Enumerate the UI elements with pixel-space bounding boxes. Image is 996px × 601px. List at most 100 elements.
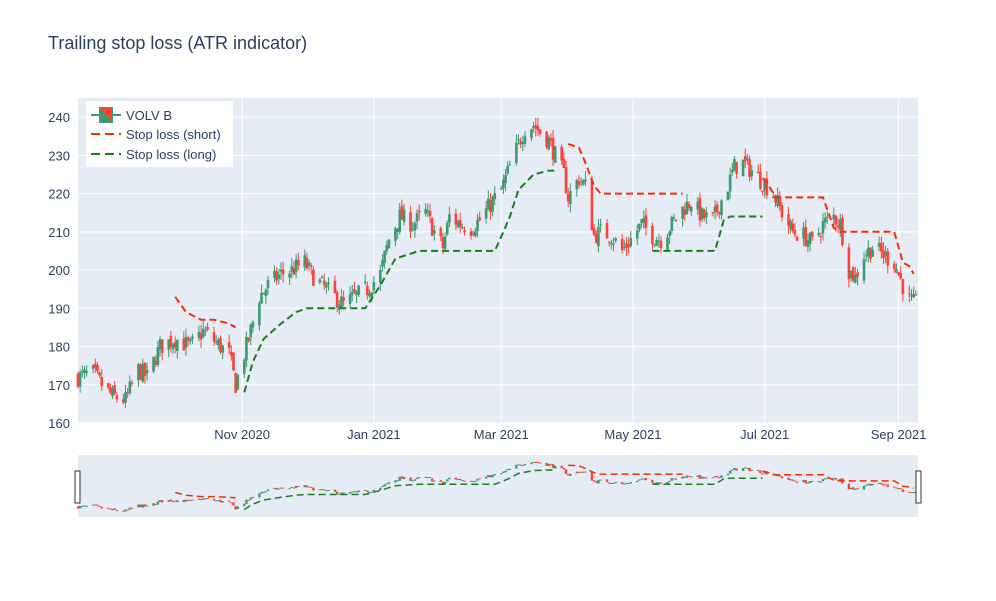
candle[interactable] bbox=[532, 121, 535, 133]
candle[interactable] bbox=[184, 328, 188, 356]
candle[interactable] bbox=[629, 230, 633, 248]
rangeslider-background[interactable] bbox=[78, 455, 918, 517]
candle[interactable] bbox=[517, 134, 520, 145]
candle[interactable] bbox=[590, 175, 594, 231]
candle[interactable] bbox=[607, 241, 611, 247]
candle[interactable] bbox=[657, 233, 661, 248]
candle[interactable] bbox=[746, 153, 749, 165]
candle[interactable] bbox=[381, 254, 384, 272]
candle[interactable] bbox=[856, 268, 859, 286]
candle[interactable] bbox=[279, 262, 283, 280]
candle[interactable] bbox=[726, 191, 730, 201]
candle[interactable] bbox=[566, 187, 570, 208]
candle[interactable] bbox=[366, 281, 369, 300]
candle[interactable] bbox=[651, 222, 654, 251]
candle[interactable] bbox=[780, 202, 784, 222]
candle[interactable] bbox=[426, 203, 430, 218]
candle[interactable] bbox=[318, 277, 322, 285]
candle[interactable] bbox=[260, 284, 263, 304]
candle[interactable] bbox=[430, 216, 434, 236]
candle[interactable] bbox=[810, 230, 814, 241]
candle[interactable] bbox=[424, 203, 427, 217]
candle[interactable] bbox=[456, 219, 460, 229]
candle[interactable] bbox=[599, 218, 602, 233]
candle[interactable] bbox=[348, 286, 352, 309]
candle[interactable] bbox=[242, 357, 246, 378]
candle[interactable] bbox=[106, 382, 110, 390]
candle[interactable] bbox=[832, 207, 836, 226]
candle[interactable] bbox=[491, 194, 494, 217]
candle[interactable] bbox=[312, 266, 315, 286]
candle[interactable] bbox=[454, 208, 458, 230]
candle[interactable] bbox=[214, 335, 218, 345]
candle[interactable] bbox=[363, 273, 367, 286]
candle[interactable] bbox=[303, 249, 307, 271]
candle[interactable] bbox=[743, 148, 747, 169]
candle[interactable] bbox=[350, 284, 354, 302]
candle[interactable] bbox=[432, 225, 436, 241]
candle[interactable] bbox=[912, 286, 915, 299]
candle[interactable] bbox=[186, 335, 190, 347]
candle[interactable] bbox=[145, 362, 149, 381]
candle[interactable] bbox=[720, 199, 723, 220]
candle[interactable] bbox=[379, 264, 382, 292]
candle[interactable] bbox=[748, 155, 751, 182]
candle[interactable] bbox=[309, 262, 313, 275]
candle[interactable] bbox=[808, 231, 812, 252]
candle[interactable] bbox=[247, 337, 250, 343]
candle[interactable] bbox=[862, 252, 866, 285]
candle[interactable] bbox=[400, 199, 404, 220]
candle[interactable] bbox=[212, 326, 216, 347]
candle[interactable] bbox=[623, 239, 626, 251]
candle[interactable] bbox=[823, 212, 827, 229]
candle[interactable] bbox=[795, 235, 799, 242]
candle[interactable] bbox=[802, 222, 805, 246]
candle[interactable] bbox=[627, 236, 630, 254]
candle[interactable] bbox=[597, 219, 600, 253]
candle[interactable] bbox=[355, 290, 358, 304]
candle[interactable] bbox=[506, 161, 510, 176]
candle[interactable] bbox=[847, 243, 851, 288]
candle[interactable] bbox=[817, 227, 820, 238]
candle[interactable] bbox=[109, 383, 112, 395]
candle[interactable] bbox=[154, 355, 158, 367]
candle[interactable] bbox=[826, 211, 829, 224]
candle[interactable] bbox=[111, 385, 114, 400]
candle[interactable] bbox=[458, 212, 462, 233]
candle[interactable] bbox=[612, 237, 615, 252]
candle[interactable] bbox=[899, 266, 903, 281]
candle[interactable] bbox=[137, 362, 140, 388]
candle[interactable] bbox=[549, 133, 553, 147]
candle[interactable] bbox=[413, 220, 417, 238]
candle[interactable] bbox=[402, 204, 406, 226]
candle[interactable] bbox=[614, 236, 617, 244]
candle[interactable] bbox=[668, 229, 671, 245]
candle[interactable] bbox=[428, 204, 432, 224]
candle[interactable] bbox=[577, 175, 581, 189]
candle[interactable] bbox=[493, 186, 497, 206]
candle[interactable] bbox=[288, 270, 291, 285]
candle[interactable] bbox=[871, 245, 874, 258]
candle[interactable] bbox=[368, 289, 371, 299]
candle[interactable] bbox=[469, 227, 473, 240]
candle[interactable] bbox=[553, 145, 557, 164]
candle[interactable] bbox=[167, 339, 170, 358]
candle[interactable] bbox=[489, 192, 492, 220]
candle[interactable] bbox=[610, 239, 613, 250]
candle[interactable] bbox=[581, 178, 585, 187]
candle[interactable] bbox=[877, 236, 881, 252]
candle[interactable] bbox=[124, 385, 127, 409]
candle[interactable] bbox=[594, 230, 598, 244]
candle[interactable] bbox=[98, 371, 101, 378]
candle[interactable] bbox=[394, 226, 397, 247]
candle[interactable] bbox=[307, 259, 311, 272]
candle[interactable] bbox=[884, 245, 887, 264]
candle[interactable] bbox=[718, 211, 721, 219]
candle[interactable] bbox=[471, 230, 475, 237]
candle[interactable] bbox=[910, 288, 913, 301]
candle[interactable] bbox=[545, 130, 548, 150]
candle[interactable] bbox=[217, 337, 220, 350]
candle[interactable] bbox=[653, 243, 656, 248]
candle[interactable] bbox=[128, 375, 132, 396]
legend-item-stop-short[interactable]: Stop loss (short) bbox=[91, 127, 221, 142]
